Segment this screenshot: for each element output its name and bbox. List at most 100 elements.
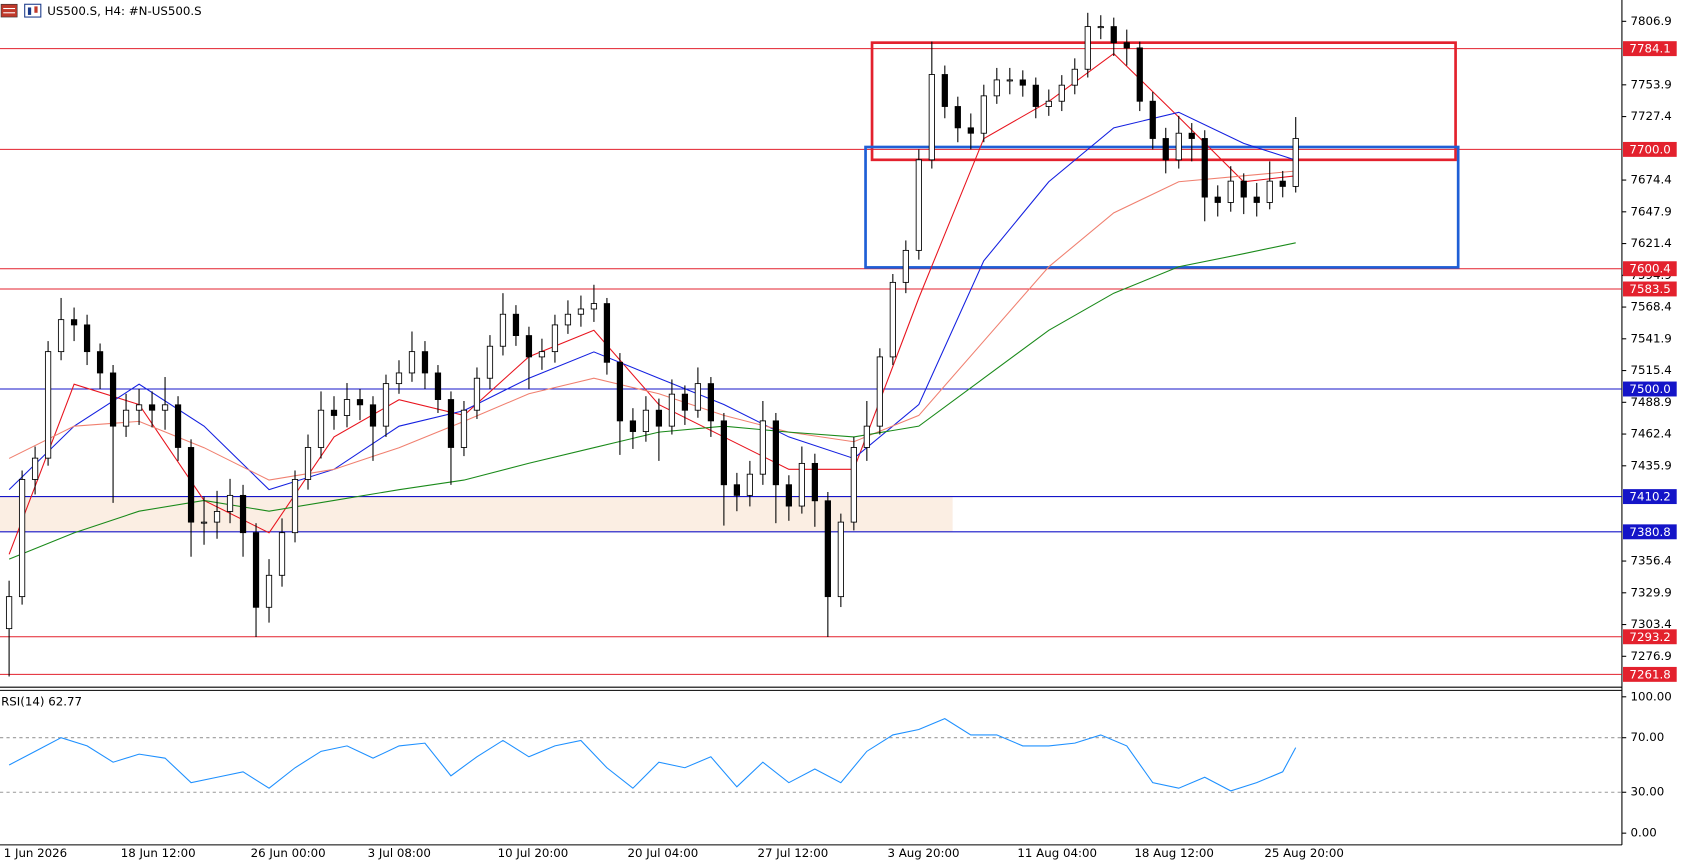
candle-body	[109, 372, 117, 427]
candle-body	[1175, 132, 1182, 161]
candle-body	[44, 351, 52, 459]
candle-body	[772, 420, 779, 486]
candle-body	[1227, 180, 1234, 203]
x-tick-label: 10 Jul 20:00	[498, 846, 569, 860]
y-tick-label: 7806.9	[1631, 14, 1672, 28]
level-label-box	[1622, 524, 1677, 540]
candle-body	[837, 521, 844, 598]
chart-title: US500.S, H4: #N-US500.S	[47, 4, 201, 18]
zone	[0, 496, 953, 532]
header-icons	[0, 3, 42, 18]
candle-body	[57, 319, 65, 353]
candle-body	[954, 106, 961, 129]
candle-body	[5, 596, 13, 630]
level-label-box	[1622, 261, 1677, 277]
candle-body	[408, 351, 416, 374]
range-box	[864, 145, 1460, 269]
candle-body	[1097, 26, 1104, 29]
candle-body	[1188, 132, 1195, 139]
candle-body	[967, 127, 974, 134]
y-tick-label: 0.00	[1631, 826, 1657, 840]
candle-body	[369, 404, 377, 427]
candle-body	[1084, 26, 1091, 70]
level-label-box	[1622, 666, 1677, 682]
level-label: 7410.2	[1629, 490, 1670, 504]
x-tick-label: 1 Jun 2026	[4, 846, 67, 860]
candle-body	[317, 409, 325, 448]
candle-body	[18, 479, 26, 598]
candle-body	[668, 393, 676, 427]
candle-body	[941, 74, 948, 107]
candle-body	[148, 404, 156, 411]
candle-body	[421, 351, 429, 374]
candle-body	[746, 473, 753, 496]
y-tick-label: 7356.4	[1631, 554, 1672, 568]
candle-body	[83, 324, 91, 353]
y-tick-label: 100.00	[1631, 689, 1672, 703]
level-label: 7600.4	[1629, 262, 1670, 276]
candle-body	[694, 383, 702, 411]
x-tick-label: 3 Jul 08:00	[368, 846, 431, 860]
candle-body	[616, 361, 624, 422]
candle-body	[161, 404, 169, 411]
candle-body	[1058, 84, 1065, 102]
level-label-box	[1622, 381, 1677, 397]
candle-body	[603, 303, 611, 363]
candle-body	[1071, 68, 1078, 86]
x-tick-label: 20 Jul 04:00	[628, 846, 699, 860]
candle-body	[213, 511, 221, 523]
y-tick-label: 7303.4	[1631, 617, 1672, 631]
candle-body	[1019, 79, 1026, 86]
candle-body	[1292, 138, 1299, 187]
y-tick-label: 7276.9	[1631, 649, 1672, 663]
candle-body	[356, 399, 364, 406]
y-tick-label: 7753.9	[1631, 77, 1672, 91]
candle-body	[1110, 26, 1117, 44]
candle-body	[1032, 84, 1039, 107]
candle-body	[499, 313, 507, 347]
candle-body	[304, 447, 312, 480]
y-tick-label: 7621.4	[1631, 236, 1672, 250]
x-tick-label: 18 Aug 12:00	[1134, 846, 1214, 860]
candle-body	[902, 249, 909, 283]
x-tick-label: 3 Aug 20:00	[887, 846, 959, 860]
level-label: 7261.8	[1629, 667, 1670, 681]
candle-body	[70, 319, 78, 326]
plot-area	[0, 718, 1622, 793]
level-label-box	[1622, 41, 1677, 57]
candle-body	[1045, 100, 1052, 107]
candle-body	[720, 420, 728, 486]
candle-body	[1149, 100, 1156, 139]
level-label: 7500.0	[1629, 382, 1670, 396]
candle-body	[447, 399, 455, 448]
candle-body	[681, 393, 689, 411]
y-tick-label: 7647.9	[1631, 204, 1672, 218]
moving-average	[8, 111, 1296, 491]
candle-body	[993, 79, 1000, 97]
rsi-line	[8, 718, 1297, 792]
y-tick-label: 7435.9	[1631, 458, 1672, 472]
value-axis: 100.00 70.00 30.00 0.00	[1621, 689, 1672, 840]
x-tick-label: 25 Aug 20:00	[1264, 846, 1344, 860]
candle-body	[200, 521, 208, 524]
candle-body	[1266, 180, 1273, 203]
level-label-box	[1622, 281, 1677, 297]
y-tick-label: 7329.9	[1631, 585, 1672, 599]
candle-body	[655, 409, 663, 427]
candle-body	[31, 457, 39, 480]
candle-body	[239, 494, 247, 534]
candle-body	[707, 383, 715, 422]
candle-body	[174, 404, 182, 448]
candle-body	[538, 351, 546, 358]
plot-area	[0, 12, 1622, 677]
candle-body	[824, 500, 831, 598]
candle-body	[876, 356, 883, 427]
candle-body	[395, 372, 403, 385]
candle-body	[577, 308, 585, 315]
candle-body	[759, 420, 766, 475]
level-label-box	[1622, 141, 1677, 157]
candle-body	[980, 95, 987, 134]
